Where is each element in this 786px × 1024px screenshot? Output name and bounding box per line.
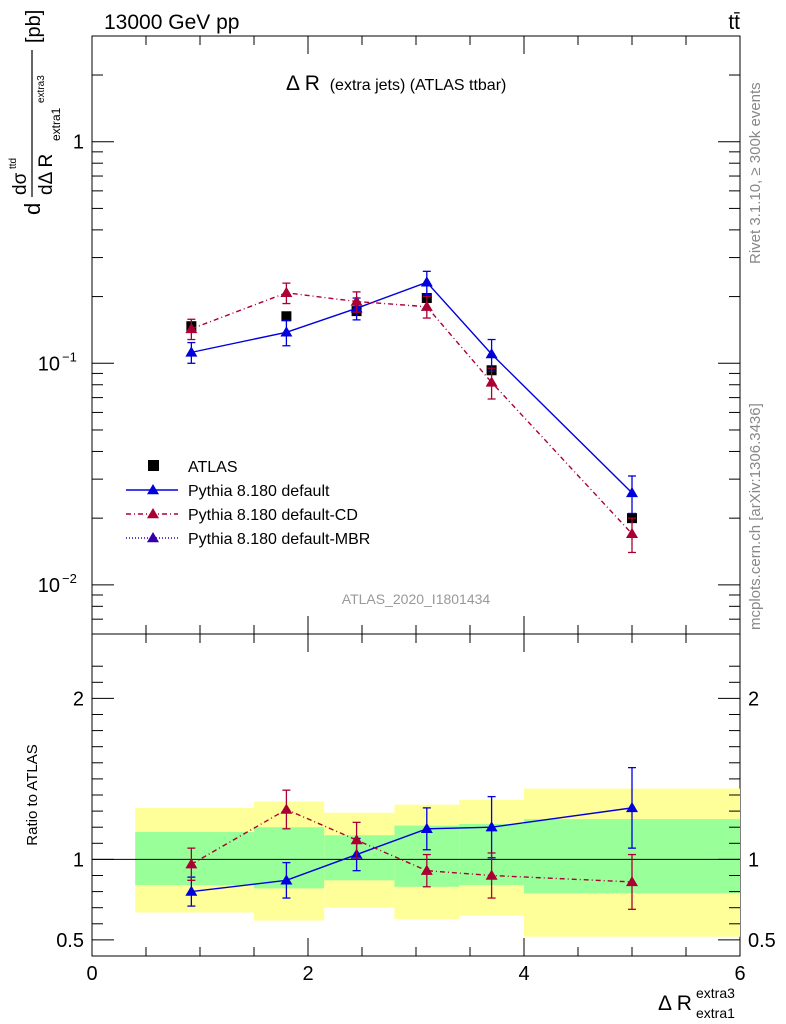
series-marker-main [350,295,363,306]
series-line-ratio [191,807,633,893]
ratio-band-inner [135,832,254,886]
atlas-data-point [281,311,292,322]
series-line-ratio [191,808,633,883]
main-y-tick-label: 1 [73,132,84,154]
x-tick-label: 2 [302,963,313,985]
ratio-y-tick-label-right: 1 [748,849,759,871]
header-energy-label: 13000 GeV pp [104,11,239,34]
legend-entry-label: Pythia 8.180 default [188,483,330,500]
svg-text:extra1: extra1 [49,107,63,141]
series-marker-ratio [626,875,638,887]
main-series-layer [185,270,638,554]
ratio-y-tick-label-left: 0.5 [56,930,84,952]
series-marker-main [626,527,638,538]
main-axis-ticks: 110−110−2 [38,35,741,635]
series-line-main [191,281,633,494]
main-y-axis-label: d dσ ttd dΔ R extra1 extra3 [pb] [8,10,63,215]
legend-marker [147,532,159,543]
series-marker-ratio [485,869,498,880]
ratio-y-tick-label-right: 0.5 [748,930,776,952]
x-tick-label: 4 [518,963,529,985]
series-marker-ratio [626,801,638,813]
series-marker-main [185,322,198,334]
legend-marker [147,484,159,495]
header-process-label: tt̄ [728,11,740,34]
ratio-band-inner [254,827,325,889]
legend-marker [147,508,159,519]
svg-text:extra3: extra3 [36,75,47,103]
series-marker-main [280,286,293,298]
svg-text:extra3: extra3 [696,985,735,1001]
svg-text:extra1: extra1 [696,1005,735,1021]
series-marker-ratio [185,885,198,896]
x-tick-label: 0 [86,963,97,985]
series-marker-main [280,326,293,337]
series-line-main [191,292,633,535]
main-title: Δ R (extra jets) (ATLAS ttbar) [286,72,506,95]
svg-text:Δ R: Δ R [658,992,692,1015]
mcplots-source-label: mcplots.cern.ch [arXiv:1306.3436] [747,403,764,630]
series-marker-main [420,276,433,287]
svg-text:dΔ R: dΔ R [36,154,57,195]
legend: ATLAS Pythia 8.180 default Pythia 8.180 de… [126,459,370,548]
series-marker-ratio [420,822,433,834]
main-y-tick-label: 10 [38,575,60,597]
ratio-y-tick-label-left: 2 [73,688,84,710]
series-marker-main [485,348,498,359]
ratio-y-axis-label: Ratio to ATLAS [24,744,41,845]
series-marker-main [185,346,198,357]
ratio-y-tick-label-right: 2 [748,688,759,710]
series-marker-ratio [420,864,433,875]
ratio-series-layer [185,766,638,910]
series-marker-main [626,486,638,498]
series-marker-ratio [350,834,363,845]
series-marker-ratio [485,821,498,832]
svg-text:dσ: dσ [10,172,31,195]
x-tick-label: 6 [734,963,745,985]
ratio-axis-ticks: 0.5 0.5 1 1 2 2 0 2 4 6 [56,634,776,985]
legend-entry-label: Pythia 8.180 default-MBR [188,531,370,548]
series-marker-main [420,300,433,311]
series-marker-ratio [185,858,198,869]
svg-text:ttd: ttd [8,158,19,169]
series-marker-main [485,376,498,387]
svg-text:d: d [20,203,45,215]
legend-entry-label: Pythia 8.180 default-CD [188,507,358,524]
ratio-y-tick-label-left: 1 [73,849,84,871]
analysis-watermark: ATLAS_2020_I1801434 [342,591,491,607]
rivet-version-label: Rivet 3.1.10, ≥ 300k events [747,82,764,264]
series-marker-ratio [280,874,293,885]
main-y-tick-exponent: −2 [62,571,77,586]
series-marker-ratio [280,803,293,814]
x-axis-label: Δ R extra3 extra1 [658,985,735,1021]
main-y-tick-label: 10 [38,353,60,375]
legend-marker-atlas [148,460,159,471]
svg-text:[pb]: [pb] [23,10,45,43]
main-y-tick-exponent: −1 [62,349,77,364]
legend-entry-label: ATLAS [188,459,238,476]
